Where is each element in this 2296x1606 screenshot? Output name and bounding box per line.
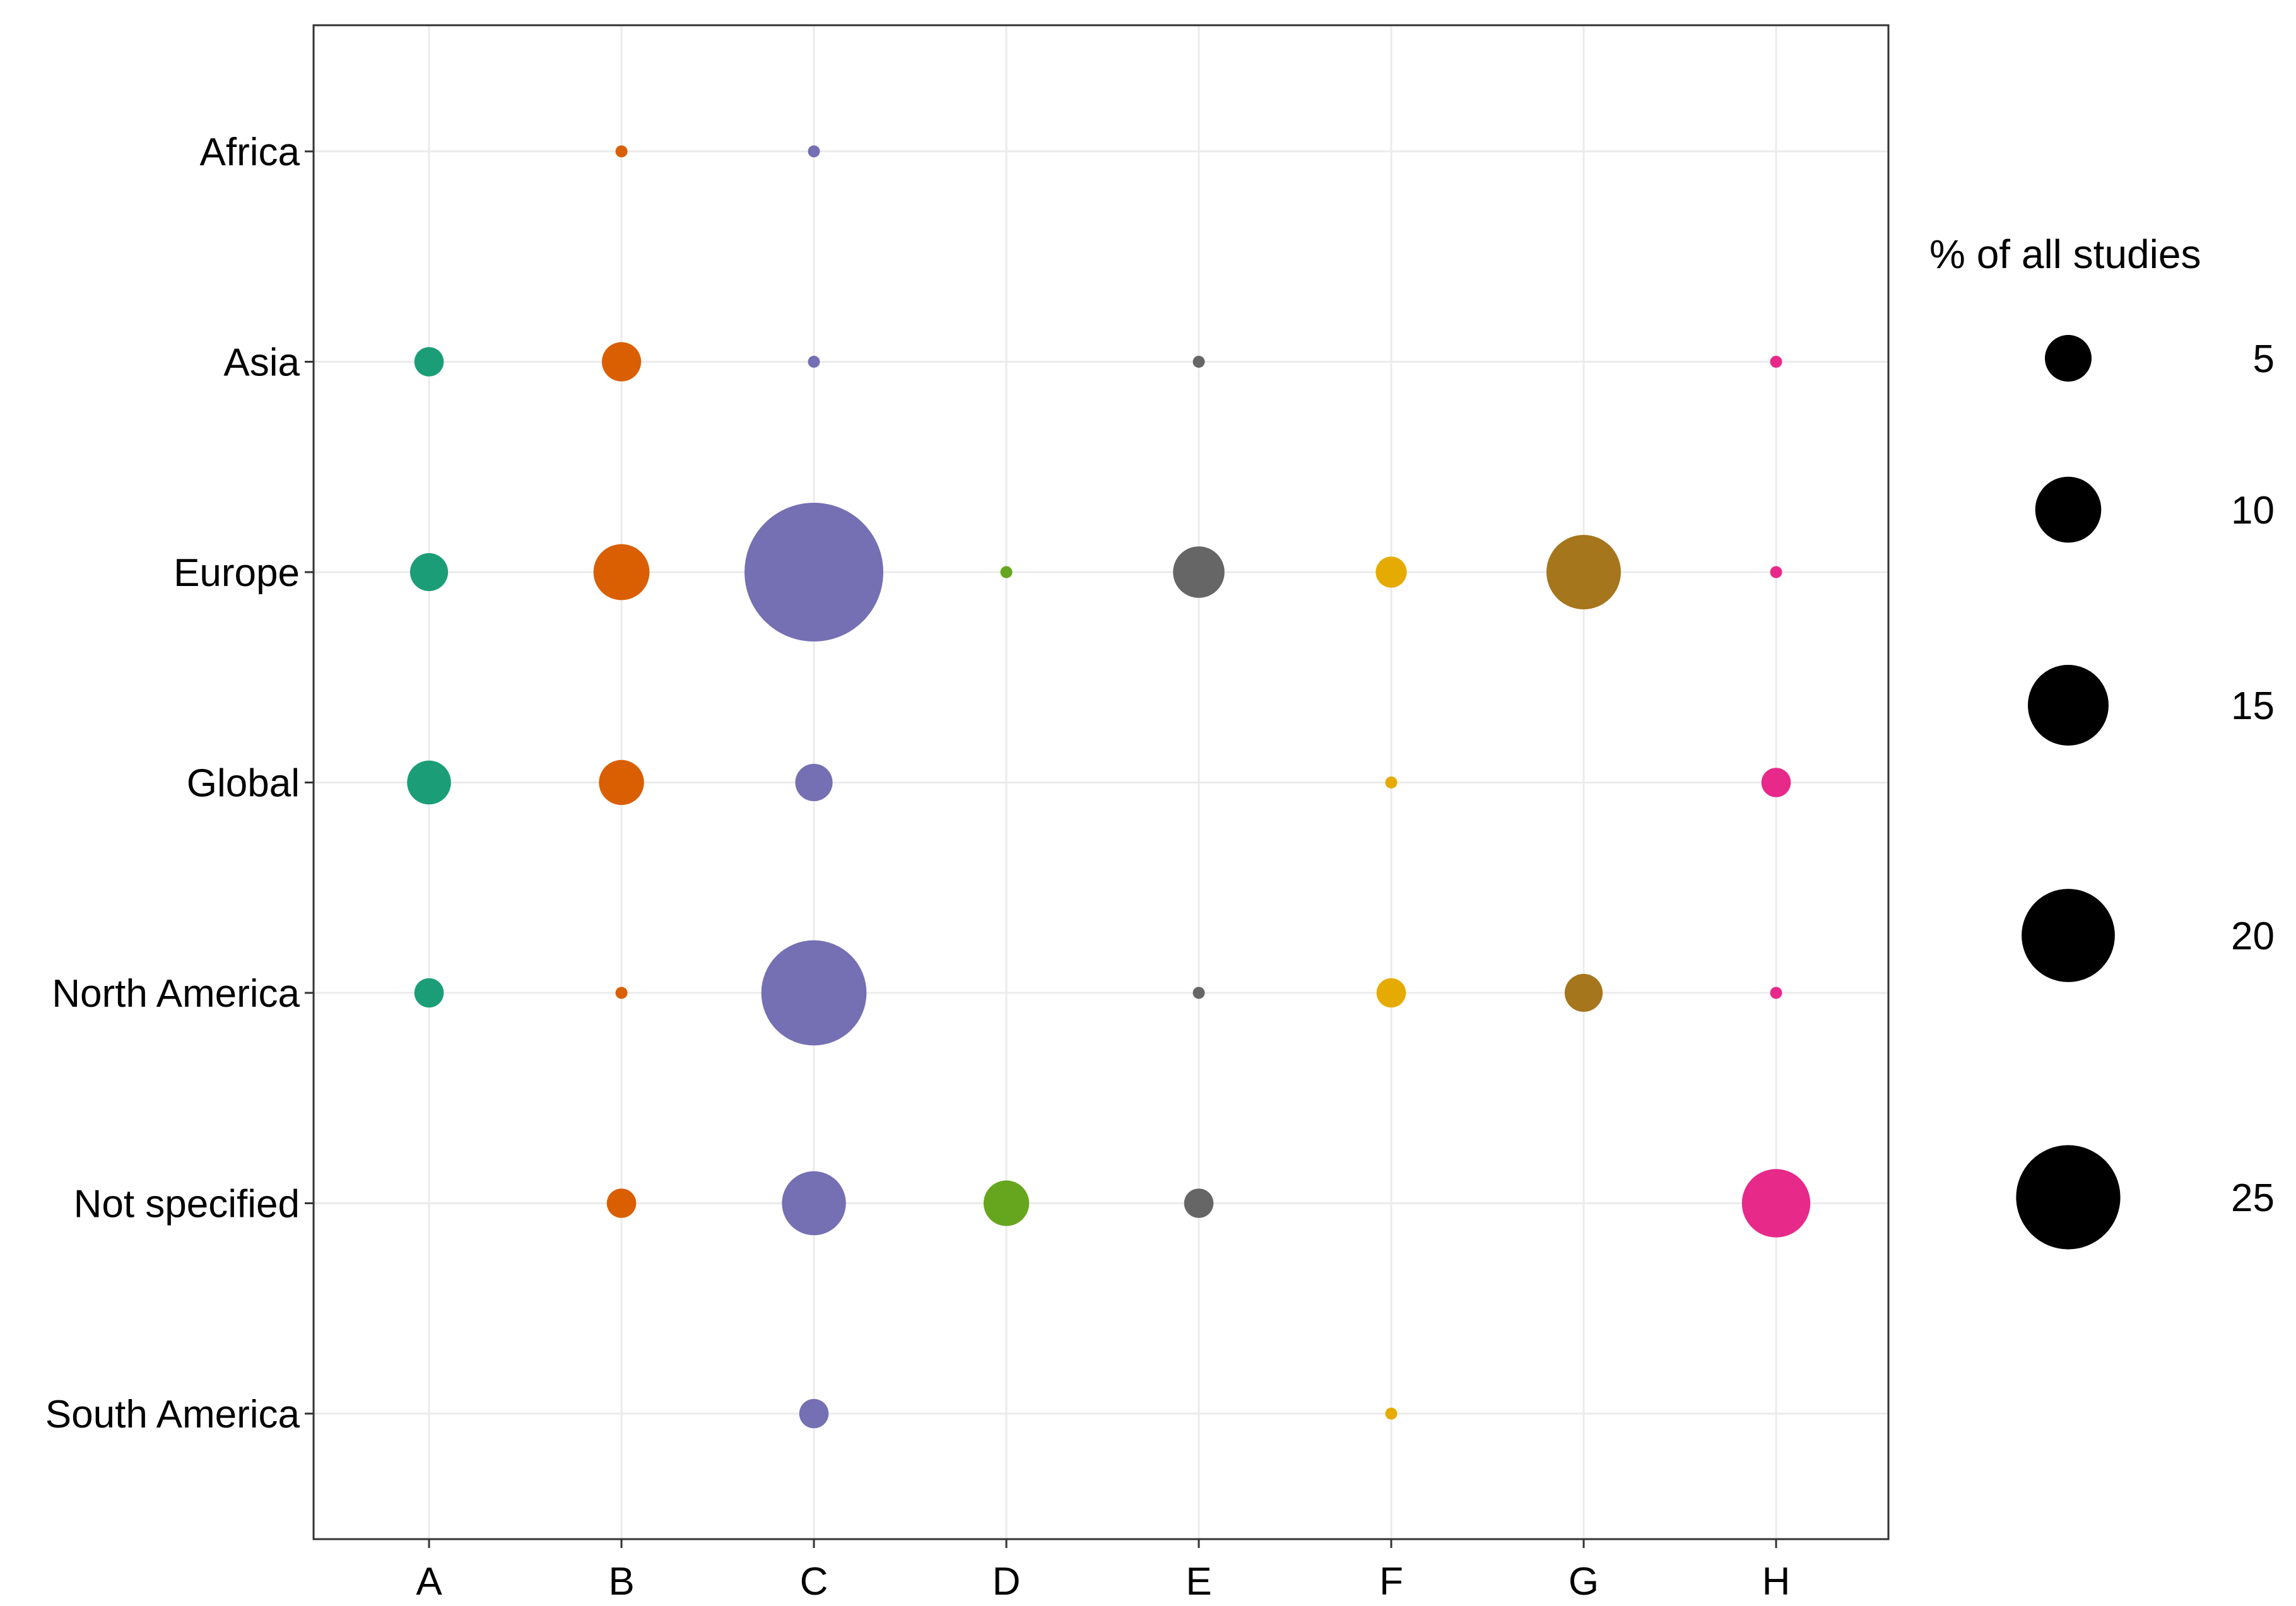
legend-label-15: 15 — [2231, 684, 2275, 728]
bubble-B-not-specified — [606, 1188, 637, 1218]
bubble-C-global — [795, 763, 833, 802]
x-tick-label-F: F — [1379, 1560, 1403, 1603]
bubble-D-not-specified — [983, 1180, 1030, 1226]
x-tick-label-C: C — [800, 1560, 828, 1603]
legend-label-5: 5 — [2253, 337, 2275, 381]
legend-label-10: 10 — [2231, 489, 2275, 532]
y-tick-label-africa: Africa — [200, 131, 300, 174]
legend-title: % of all studies — [1929, 232, 2201, 277]
legend-label-25: 25 — [2231, 1176, 2275, 1220]
y-tick-label-south-america: South America — [45, 1393, 300, 1436]
legend-bubble-5 — [2045, 335, 2092, 382]
bubble-E-north-america — [1192, 987, 1205, 999]
y-tick-label-europe: Europe — [174, 551, 300, 595]
bubble-B-asia — [601, 342, 642, 382]
bubble-C-north-america — [761, 940, 867, 1046]
legend-bubble-20 — [2022, 889, 2115, 982]
bubble-D-europe — [1000, 566, 1013, 578]
legend: % of all studies 5 10 15 20 25 — [1929, 232, 2275, 1250]
bubble-F-south-america — [1385, 1407, 1398, 1420]
legend-bubble-25 — [2016, 1145, 2121, 1250]
bubble-E-europe — [1173, 546, 1225, 598]
bubble-G-north-america — [1564, 973, 1603, 1012]
legend-label-20: 20 — [2231, 915, 2275, 958]
bubble-F-global — [1385, 777, 1398, 788]
bubble-H-asia — [1770, 356, 1782, 368]
bubble-H-global — [1761, 768, 1791, 797]
bubble-A-asia — [414, 347, 444, 377]
bubble-C-asia — [808, 356, 820, 368]
bubble-A-europe — [409, 553, 449, 592]
points-layer — [407, 145, 1811, 1429]
legend-bubble-15 — [2028, 665, 2109, 746]
bubble-H-europe — [1770, 566, 1782, 578]
y-tick-label-global: Global — [187, 762, 300, 806]
bubble-B-global — [599, 759, 644, 806]
bubble-E-asia — [1192, 356, 1205, 368]
bubble-H-not-specified — [1741, 1169, 1811, 1238]
bubble-C-europe — [745, 503, 883, 642]
bubble-B-europe — [593, 544, 650, 601]
x-tick-label-G: G — [1569, 1560, 1599, 1603]
bubble-C-africa — [808, 145, 820, 158]
legend-bubble-10 — [2035, 476, 2102, 543]
bubble-B-africa — [615, 145, 628, 158]
x-tick-label-A: A — [416, 1560, 442, 1603]
grid-layer — [314, 25, 1888, 1539]
bubble-E-not-specified — [1184, 1188, 1214, 1218]
x-tick-label-E: E — [1186, 1560, 1211, 1603]
bubble-F-europe — [1375, 556, 1407, 588]
x-tick-label-B: B — [608, 1560, 634, 1603]
y-tick-label-asia: Asia — [223, 341, 300, 385]
x-tick-label-H: H — [1762, 1560, 1791, 1603]
bubble-F-north-america — [1376, 978, 1406, 1008]
ticks-layer: A B C D E F G H Africa Asia Europe Global North Amer… — [45, 131, 1791, 1603]
bubble-H-north-america — [1770, 987, 1782, 999]
bubble-C-not-specified — [782, 1171, 846, 1236]
bubble-G-europe — [1546, 535, 1621, 609]
x-tick-label-D: D — [992, 1560, 1021, 1603]
y-tick-label-north-america: North America — [52, 972, 300, 1016]
bubble-B-north-america — [615, 987, 628, 999]
y-tick-label-not-specified: Not specified — [74, 1183, 300, 1226]
bubble-C-south-america — [799, 1398, 829, 1429]
bubble-A-north-america — [414, 978, 444, 1008]
bubble-A-global — [407, 760, 451, 805]
